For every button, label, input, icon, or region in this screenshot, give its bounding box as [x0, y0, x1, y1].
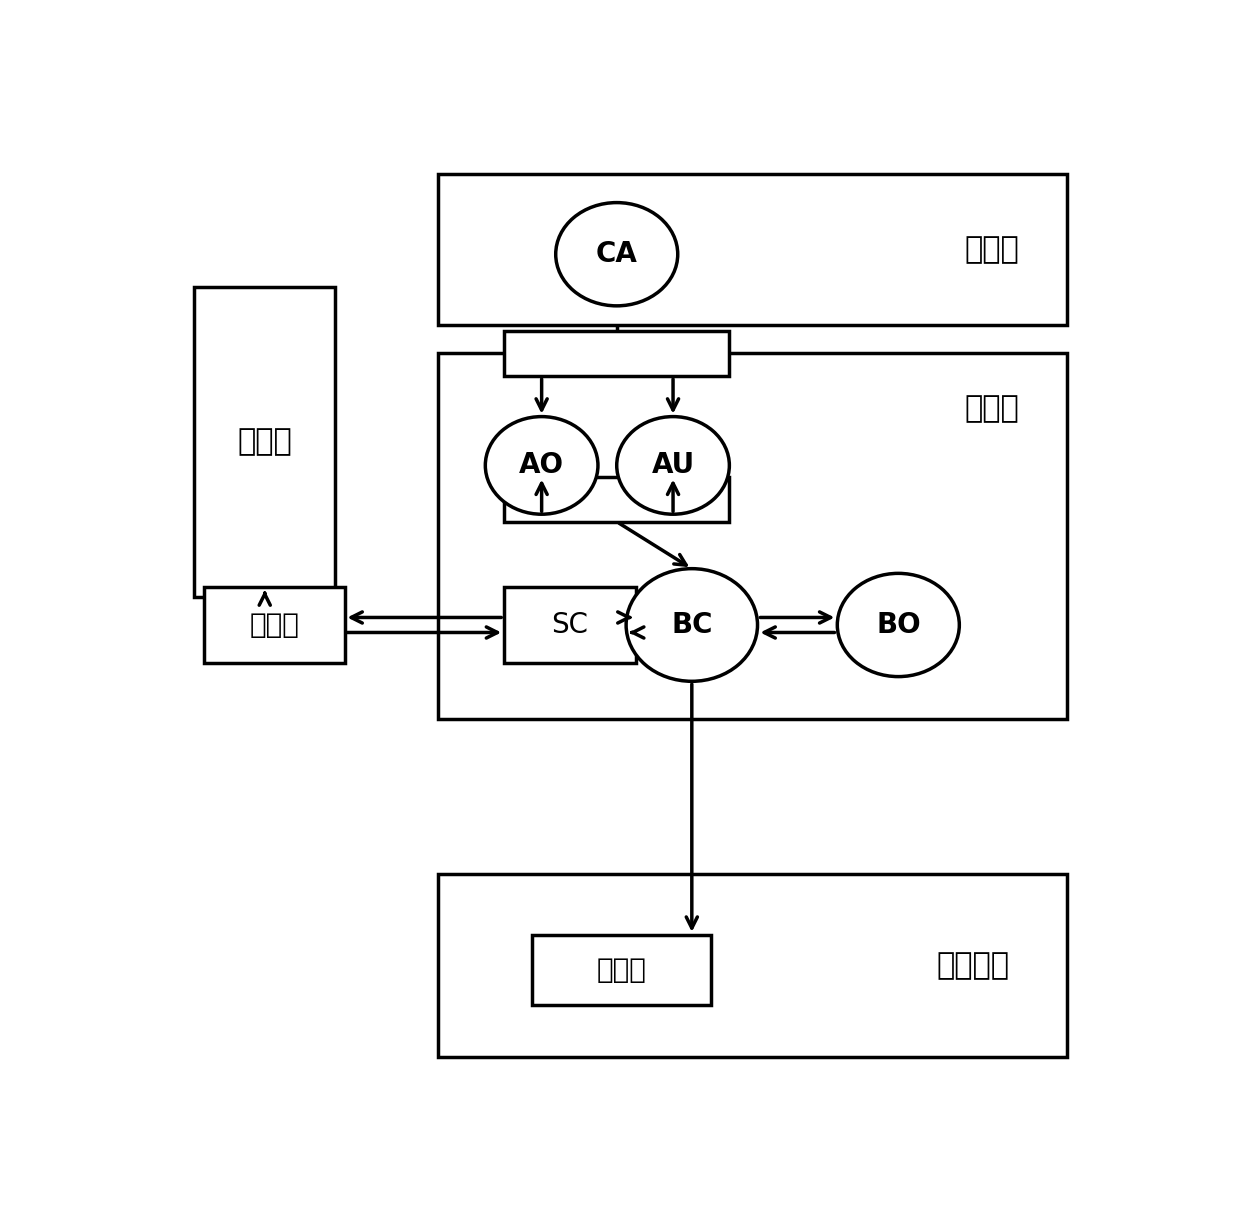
Bar	[505, 588, 635, 662]
Text: 交易层: 交易层	[965, 395, 1019, 423]
Text: SC: SC	[552, 611, 588, 639]
Text: 区块链层: 区块链层	[937, 951, 1009, 980]
Bar	[505, 332, 729, 377]
Bar	[505, 477, 729, 522]
Bar	[439, 352, 1068, 719]
Text: 区块链: 区块链	[596, 956, 646, 984]
Bar	[195, 286, 335, 597]
Bar	[439, 874, 1068, 1057]
Ellipse shape	[837, 573, 960, 677]
Text: AO: AO	[520, 451, 564, 479]
Text: BC: BC	[671, 611, 713, 639]
Bar	[532, 935, 711, 1006]
Ellipse shape	[616, 417, 729, 514]
Text: 预言机: 预言机	[249, 611, 299, 639]
Text: BO: BO	[875, 611, 920, 639]
Text: 数据层: 数据层	[237, 428, 293, 456]
Text: CA: CA	[595, 240, 637, 268]
Ellipse shape	[556, 202, 678, 306]
Ellipse shape	[485, 417, 598, 514]
Bar	[203, 588, 345, 662]
Ellipse shape	[626, 568, 758, 681]
Text: AU: AU	[651, 451, 694, 479]
Text: 认证层: 认证层	[965, 235, 1019, 265]
Bar	[439, 174, 1068, 324]
